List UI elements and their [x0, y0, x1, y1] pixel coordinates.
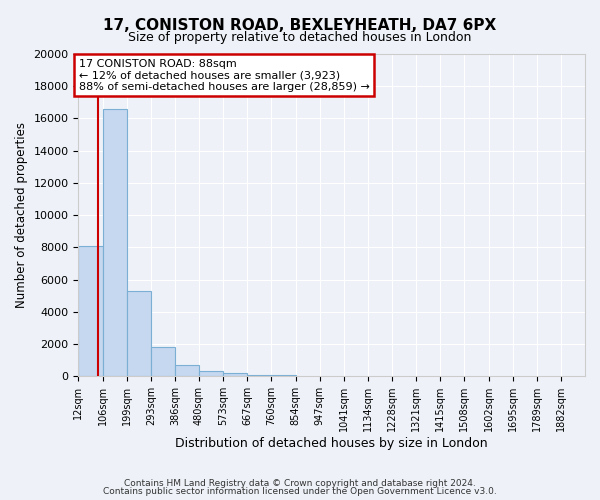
Bar — [127, 291, 151, 376]
Text: Contains HM Land Registry data © Crown copyright and database right 2024.: Contains HM Land Registry data © Crown c… — [124, 478, 476, 488]
Text: Size of property relative to detached houses in London: Size of property relative to detached ho… — [128, 31, 472, 44]
Text: Contains public sector information licensed under the Open Government Licence v3: Contains public sector information licen… — [103, 487, 497, 496]
Bar — [175, 365, 199, 376]
Text: 17, CONISTON ROAD, BEXLEYHEATH, DA7 6PX: 17, CONISTON ROAD, BEXLEYHEATH, DA7 6PX — [103, 18, 497, 32]
Bar — [247, 374, 271, 376]
Bar — [199, 372, 223, 376]
Bar — [223, 373, 247, 376]
Bar — [103, 109, 127, 376]
Text: 17 CONISTON ROAD: 88sqm
← 12% of detached houses are smaller (3,923)
88% of semi: 17 CONISTON ROAD: 88sqm ← 12% of detache… — [79, 59, 370, 92]
Bar — [151, 347, 175, 376]
Bar — [79, 246, 103, 376]
Y-axis label: Number of detached properties: Number of detached properties — [15, 122, 28, 308]
Bar — [271, 374, 296, 376]
X-axis label: Distribution of detached houses by size in London: Distribution of detached houses by size … — [175, 437, 488, 450]
